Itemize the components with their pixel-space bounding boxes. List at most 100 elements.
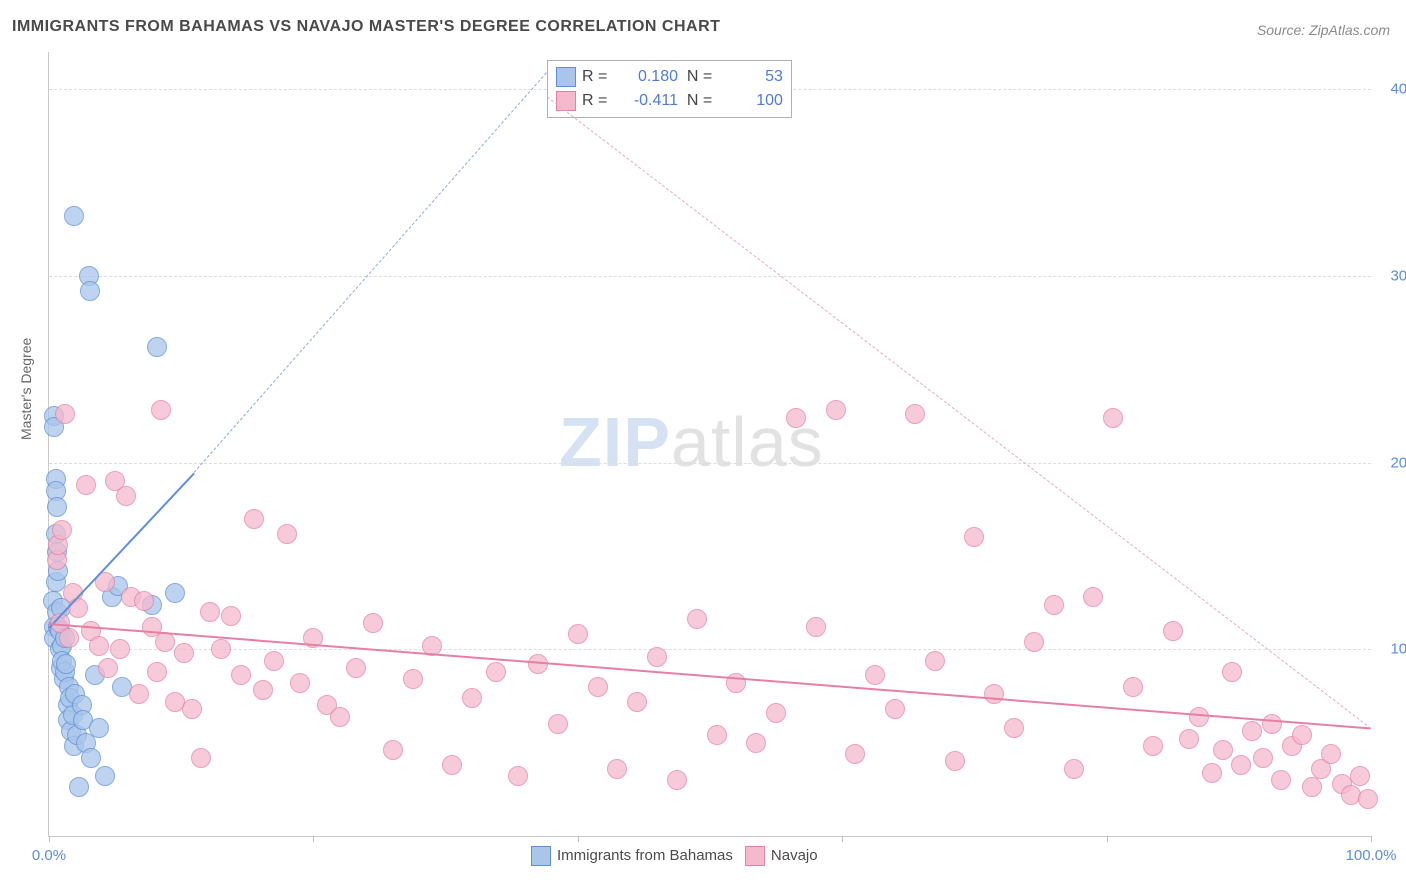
scatter-point-navajo bbox=[766, 703, 786, 723]
scatter-point-navajo bbox=[786, 408, 806, 428]
scatter-point-bahamas bbox=[81, 748, 101, 768]
chart-legend: Immigrants from Bahamas Navajo bbox=[519, 846, 818, 866]
scatter-point-navajo bbox=[1302, 777, 1322, 797]
scatter-point-navajo bbox=[59, 628, 79, 648]
stat-r-value-navajo: -0.411 bbox=[616, 89, 678, 113]
x-tick bbox=[578, 836, 579, 842]
x-tick bbox=[1107, 836, 1108, 842]
stat-n-value-bahamas: 53 bbox=[721, 65, 783, 89]
scatter-point-navajo bbox=[147, 662, 167, 682]
scatter-point-navajo bbox=[845, 744, 865, 764]
stat-n-label: N = bbox=[687, 65, 721, 89]
x-tick-label: 0.0% bbox=[32, 847, 66, 864]
scatter-point-navajo bbox=[568, 624, 588, 644]
leader-line-navajo bbox=[547, 96, 1372, 729]
scatter-point-navajo bbox=[1253, 748, 1273, 768]
scatter-point-navajo bbox=[200, 602, 220, 622]
y-tick-label: 20.0% bbox=[1390, 454, 1406, 471]
x-tick bbox=[313, 836, 314, 842]
scatter-point-navajo bbox=[253, 680, 273, 700]
scatter-point-navajo bbox=[151, 400, 171, 420]
scatter-point-navajo bbox=[1143, 736, 1163, 756]
scatter-point-navajo bbox=[290, 673, 310, 693]
chart-title: IMMIGRANTS FROM BAHAMAS VS NAVAJO MASTER… bbox=[12, 18, 720, 36]
stat-swatch-navajo bbox=[556, 91, 576, 111]
scatter-point-navajo bbox=[264, 651, 284, 671]
scatter-point-navajo bbox=[627, 692, 647, 712]
scatter-point-navajo bbox=[1213, 740, 1233, 760]
scatter-point-navajo bbox=[1103, 408, 1123, 428]
scatter-point-navajo bbox=[1123, 677, 1143, 697]
scatter-point-navajo bbox=[588, 677, 608, 697]
scatter-point-bahamas bbox=[64, 206, 84, 226]
scatter-point-bahamas bbox=[95, 766, 115, 786]
x-tick bbox=[49, 836, 50, 842]
stat-n-label: N = bbox=[687, 89, 721, 113]
scatter-point-navajo bbox=[707, 725, 727, 745]
scatter-point-bahamas bbox=[69, 777, 89, 797]
scatter-point-navajo bbox=[1179, 729, 1199, 749]
stat-r-value-bahamas: 0.180 bbox=[616, 65, 678, 89]
x-tick bbox=[1371, 836, 1372, 842]
scatter-point-navajo bbox=[607, 759, 627, 779]
legend-label-bahamas: Immigrants from Bahamas bbox=[557, 847, 733, 864]
watermark-part-1: ZIP bbox=[559, 403, 671, 481]
scatter-point-navajo bbox=[134, 591, 154, 611]
scatter-point-navajo bbox=[76, 475, 96, 495]
scatter-point-navajo bbox=[330, 707, 350, 727]
scatter-point-navajo bbox=[98, 658, 118, 678]
scatter-point-bahamas bbox=[89, 718, 109, 738]
scatter-point-navajo bbox=[52, 520, 72, 540]
stat-r-label: R = bbox=[582, 65, 616, 89]
scatter-point-navajo bbox=[182, 699, 202, 719]
x-tick bbox=[842, 836, 843, 842]
scatter-point-navajo bbox=[905, 404, 925, 424]
scatter-point-navajo bbox=[1350, 766, 1370, 786]
stat-row-navajo: R =-0.411 N =100 bbox=[556, 89, 783, 113]
legend-swatch-bahamas bbox=[531, 846, 551, 866]
scatter-point-navajo bbox=[1231, 755, 1251, 775]
stat-swatch-bahamas bbox=[556, 67, 576, 87]
scatter-point-navajo bbox=[1083, 587, 1103, 607]
scatter-point-navajo bbox=[667, 770, 687, 790]
scatter-point-bahamas bbox=[80, 281, 100, 301]
scatter-point-navajo bbox=[346, 658, 366, 678]
watermark: ZIPatlas bbox=[559, 402, 824, 482]
scatter-point-navajo bbox=[191, 748, 211, 768]
stat-row-bahamas: R =0.180 N =53 bbox=[556, 65, 783, 89]
scatter-point-navajo bbox=[383, 740, 403, 760]
scatter-point-bahamas bbox=[56, 654, 76, 674]
scatter-point-navajo bbox=[806, 617, 826, 637]
scatter-point-navajo bbox=[1242, 721, 1262, 741]
scatter-point-bahamas bbox=[165, 583, 185, 603]
y-tick-label: 30.0% bbox=[1390, 268, 1406, 285]
scatter-point-navajo bbox=[826, 400, 846, 420]
scatter-point-navajo bbox=[746, 733, 766, 753]
scatter-point-navajo bbox=[129, 684, 149, 704]
scatter-point-navajo bbox=[110, 639, 130, 659]
scatter-point-navajo bbox=[1024, 632, 1044, 652]
source-label: Source: bbox=[1257, 22, 1309, 38]
scatter-point-navajo bbox=[925, 651, 945, 671]
scatter-point-navajo bbox=[964, 527, 984, 547]
scatter-point-navajo bbox=[403, 669, 423, 689]
y-tick-label: 10.0% bbox=[1390, 641, 1406, 658]
scatter-point-navajo bbox=[1262, 714, 1282, 734]
scatter-point-navajo bbox=[1044, 595, 1064, 615]
legend-label-navajo: Navajo bbox=[771, 847, 818, 864]
scatter-point-navajo bbox=[277, 524, 297, 544]
scatter-point-navajo bbox=[548, 714, 568, 734]
scatter-point-navajo bbox=[244, 509, 264, 529]
y-axis-label: Master's Degree bbox=[18, 338, 34, 440]
scatter-point-navajo bbox=[1358, 789, 1378, 809]
scatter-point-navajo bbox=[647, 647, 667, 667]
x-tick-label: 100.0% bbox=[1346, 847, 1397, 864]
scatter-point-navajo bbox=[1004, 718, 1024, 738]
scatter-point-navajo bbox=[1292, 725, 1312, 745]
y-tick-label: 40.0% bbox=[1390, 81, 1406, 98]
scatter-point-navajo bbox=[462, 688, 482, 708]
leader-line-bahamas bbox=[194, 72, 547, 473]
scatter-point-navajo bbox=[1271, 770, 1291, 790]
stat-n-value-navajo: 100 bbox=[721, 89, 783, 113]
scatter-point-navajo bbox=[1163, 621, 1183, 641]
